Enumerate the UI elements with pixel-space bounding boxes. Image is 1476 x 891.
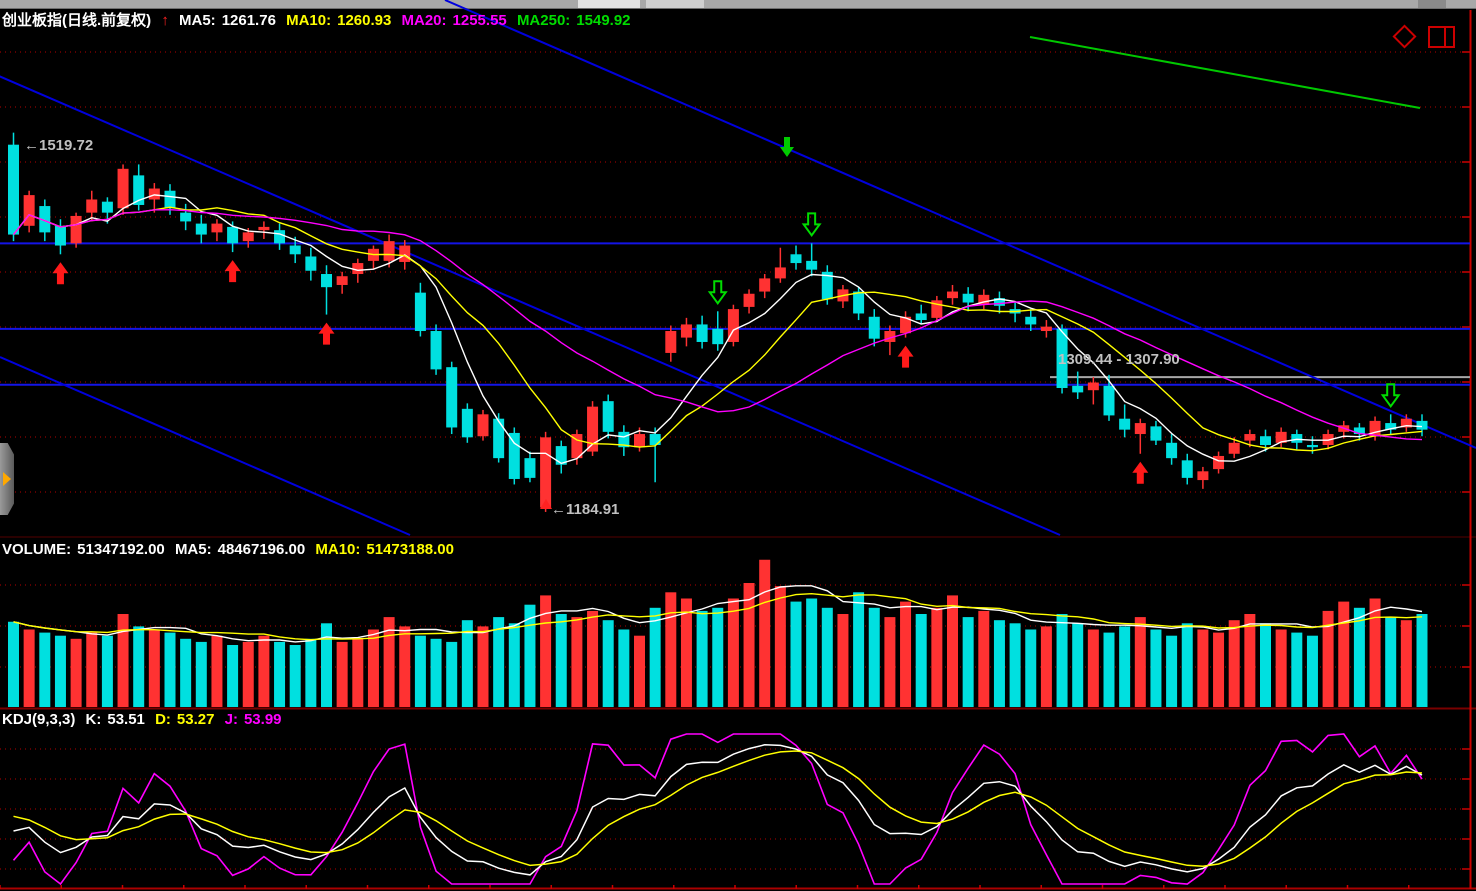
ma10-line bbox=[12, 206, 1423, 452]
top-strip-tab[interactable] bbox=[646, 0, 704, 8]
main-chart-header: 创业板指(日线.前复权) ↑ MA5: 1261.76 MA10: 1260.93 … bbox=[2, 9, 637, 30]
kdj-j-line bbox=[12, 733, 1423, 886]
sell-signal-arrows bbox=[707, 212, 1401, 409]
panel-borders bbox=[0, 536, 1476, 890]
price-line-annotation: 1309.44 - 1307.90 bbox=[1058, 351, 1180, 368]
ma10-value: 1260.93 bbox=[337, 12, 392, 29]
sidebar-expand-tab[interactable] bbox=[0, 443, 14, 515]
low-price-annotation: ←1184.91 bbox=[551, 501, 620, 518]
volume-value: 51347192.00 bbox=[77, 541, 165, 558]
split-window-icon[interactable] bbox=[1428, 26, 1455, 48]
kdj-d-label: D: bbox=[155, 711, 171, 728]
ma20-value: 1255.55 bbox=[452, 12, 507, 29]
volume-bars bbox=[8, 559, 1428, 707]
ma250-line bbox=[1029, 36, 1421, 109]
top-strip-tab[interactable] bbox=[578, 0, 640, 8]
ma5-line bbox=[12, 194, 1423, 465]
kdj-gridlines bbox=[0, 748, 1470, 870]
ma250-label[interactable]: MA250: bbox=[516, 12, 571, 29]
instrument-title: 创业板指(日线.前复权) bbox=[2, 12, 152, 29]
blue-trendlines bbox=[0, 0, 1476, 536]
right-axis bbox=[1462, 10, 1472, 889]
ma20-line bbox=[12, 208, 1423, 441]
volume-label[interactable]: VOLUME: bbox=[2, 541, 72, 558]
candles bbox=[8, 132, 1428, 512]
kdj-j-label: J: bbox=[224, 711, 238, 728]
window-top-strip bbox=[0, 0, 1476, 9]
kdj-k-value: 53.51 bbox=[107, 711, 145, 728]
high-price-annotation: ←1519.72 bbox=[24, 137, 94, 154]
volume-ma5-value: 48467196.00 bbox=[217, 541, 306, 558]
volume-ma5-label[interactable]: MA5: bbox=[174, 541, 212, 558]
main-gridlines bbox=[0, 51, 1470, 493]
buy-signal-arrows bbox=[52, 260, 1149, 484]
ma20-label[interactable]: MA20: bbox=[401, 12, 447, 29]
trendline-sell-arrow bbox=[780, 137, 794, 157]
ma250-value: 1549.92 bbox=[576, 12, 631, 29]
volume-ma10-label[interactable]: MA10: bbox=[315, 541, 361, 558]
expand-right-triangle-icon bbox=[3, 472, 11, 486]
ma5-value: 1261.76 bbox=[221, 12, 276, 29]
volume-panel-header: VOLUME: 51347192.00 MA5: 48467196.00 MA10:… bbox=[2, 541, 460, 558]
top-strip-segment bbox=[1418, 0, 1446, 8]
volume-ma10-line bbox=[13, 592, 1423, 641]
ma10-label[interactable]: MA10: bbox=[286, 12, 332, 29]
kdj-panel-header: KDJ(9,3,3) K: 53.51 D: 53.27 J: 53.99 bbox=[2, 711, 288, 728]
kdj-j-value: 53.99 bbox=[243, 711, 282, 728]
kdj-k-label: K: bbox=[85, 711, 102, 728]
kdj-k-line bbox=[13, 744, 1423, 876]
kdj-d-line bbox=[13, 750, 1423, 868]
volume-ma10-value: 51473188.00 bbox=[366, 541, 454, 558]
trend-up-arrow-icon: ↑ bbox=[161, 12, 169, 29]
split-window-icon-divider bbox=[1443, 28, 1446, 46]
low-marker bbox=[540, 499, 552, 509]
ma5-label[interactable]: MA5: bbox=[179, 12, 216, 29]
kdj-d-value: 53.27 bbox=[176, 711, 215, 728]
kdj-label[interactable]: KDJ(9,3,3) bbox=[2, 711, 76, 728]
